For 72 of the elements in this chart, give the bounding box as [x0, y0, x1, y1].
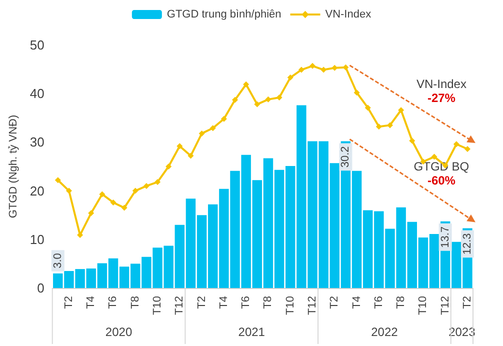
- point: [166, 164, 172, 170]
- x-tick-label: T4: [85, 296, 98, 309]
- point: [143, 182, 150, 189]
- y-tick-label: 20: [30, 183, 44, 198]
- point: [220, 116, 227, 122]
- x-tick-label: T12: [306, 296, 318, 315]
- x-tick-label: T8: [395, 296, 408, 309]
- data-label: 13.7: [439, 226, 452, 248]
- legend-label: VN-Index: [325, 8, 372, 20]
- point: [243, 81, 250, 88]
- y-tick-label: 40: [30, 86, 44, 102]
- x-tick-label: T10: [417, 296, 430, 315]
- data-label: 30.2: [340, 146, 352, 168]
- point: [386, 122, 393, 128]
- point: [453, 141, 460, 148]
- point: [198, 130, 205, 136]
- point: [121, 204, 128, 211]
- point: [254, 101, 260, 108]
- x-tick-label: T10: [284, 296, 296, 315]
- point: [431, 154, 438, 160]
- point: [77, 232, 84, 238]
- text: 2022: [371, 325, 398, 339]
- point: [354, 90, 360, 96]
- text: 2021: [238, 325, 266, 339]
- point: [265, 96, 272, 102]
- point: [210, 125, 216, 132]
- point: [232, 96, 238, 103]
- data-label: 3.0: [52, 253, 64, 268]
- y-tick-label: 10: [30, 232, 44, 247]
- x-tick-label: T8: [129, 296, 142, 309]
- x-tick-label: T2: [328, 296, 341, 309]
- point: [176, 143, 183, 150]
- x-tick-label: T10: [152, 296, 164, 315]
- x-tick-label: T6: [107, 296, 120, 309]
- point: [364, 104, 371, 111]
- y-tick-label: 30: [30, 134, 44, 150]
- point: [66, 188, 72, 194]
- x-tick-label: T12: [174, 296, 186, 315]
- point: [398, 107, 404, 114]
- x-tick-label: T12: [439, 296, 452, 315]
- annotation: -27%: [427, 91, 456, 106]
- x-tick-label: T6: [372, 296, 385, 309]
- x-tick-label: T6: [240, 296, 252, 309]
- x-tick-label: T2: [196, 296, 208, 309]
- point: [309, 62, 316, 69]
- x-tick-label: T8: [262, 296, 274, 309]
- point: [320, 66, 327, 73]
- x-tick-label: T4: [350, 296, 363, 309]
- point: [464, 146, 470, 152]
- y-tick-label: 0: [37, 280, 44, 296]
- text: 2020: [105, 325, 132, 339]
- x-tick-label: T2: [62, 296, 75, 309]
- point: [376, 124, 382, 130]
- point: [110, 199, 116, 206]
- point: [132, 188, 138, 194]
- point: [298, 66, 304, 73]
- point: [154, 179, 161, 186]
- data-label: 12.3: [461, 233, 474, 255]
- point: [88, 210, 94, 216]
- point: [287, 74, 294, 81]
- point: [409, 138, 416, 144]
- point: [54, 177, 61, 184]
- annotation: -60%: [427, 174, 456, 188]
- x-tick-label: T4: [218, 296, 230, 309]
- y-axis-title: GTGD (Ngh. tỷ VNĐ): [8, 114, 20, 218]
- point: [99, 191, 106, 198]
- legend-label: GTGD trung bình/phiên: [166, 8, 282, 20]
- x-tick-label: T2: [461, 296, 474, 309]
- point: [276, 94, 282, 100]
- annotation: VN-Index: [416, 77, 466, 92]
- y-tick-label: 50: [30, 38, 44, 52]
- point: [188, 152, 194, 159]
